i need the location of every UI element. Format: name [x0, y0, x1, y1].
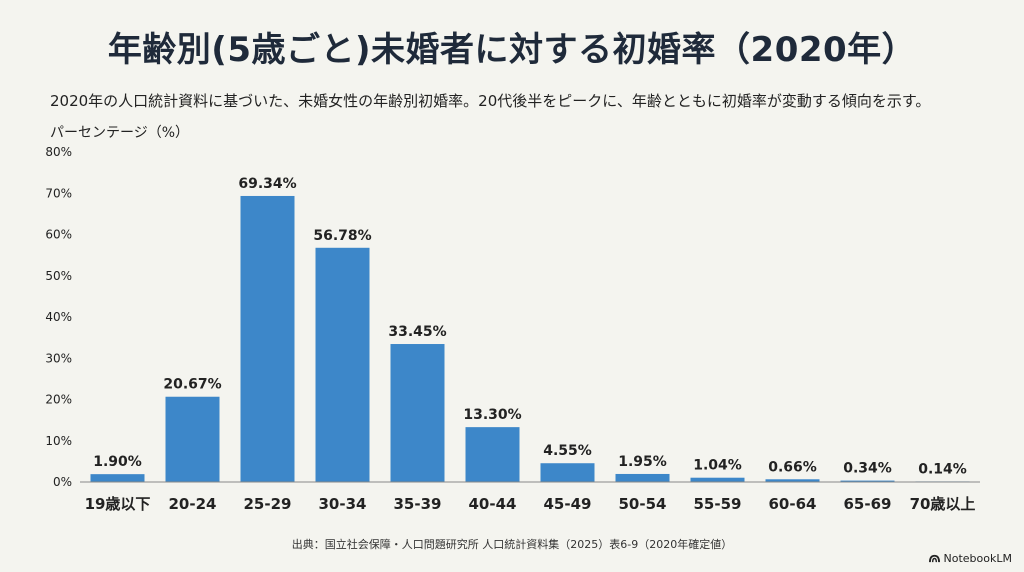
y-axis-label: パーセンテージ（%）: [50, 125, 189, 141]
brand-watermark: NotebookLM: [928, 552, 1012, 565]
data-label: 69.34%: [238, 176, 296, 192]
bar-6: [465, 427, 520, 482]
x-tick-label: 20-24: [169, 495, 217, 513]
y-tick-label: 80%: [45, 145, 72, 159]
y-tick-label: 20%: [45, 393, 72, 407]
data-label: 1.95%: [618, 454, 667, 470]
x-tick-label: 45-49: [544, 495, 592, 513]
data-label: 0.66%: [768, 459, 817, 475]
data-label: 13.30%: [463, 407, 521, 423]
bar-8: [615, 473, 670, 482]
bar-10: [765, 479, 820, 482]
y-tick-label: 0%: [53, 475, 72, 489]
chart-subtitle: 2020年の人口統計資料に基づいた、未婚女性の年齢別初婚率。20代後半をピークに…: [50, 92, 931, 110]
data-label: 20.67%: [163, 377, 221, 393]
notebooklm-logo-icon: [928, 554, 940, 563]
bar-5: [390, 344, 445, 482]
x-tick-label: 70歳以上: [910, 495, 976, 513]
data-label: 33.45%: [388, 324, 446, 340]
x-tick-label: 65-69: [844, 495, 892, 513]
x-tick-label: 40-44: [469, 495, 517, 513]
data-label: 0.14%: [918, 461, 967, 477]
bars-group: [90, 195, 970, 483]
data-label: 4.55%: [543, 443, 592, 459]
bar-11: [840, 480, 895, 482]
bar-chart: パーセンテージ（%） 0% 10% 20% 30% 40% 50% 60% 70% 80% 1.…: [45, 125, 980, 513]
bar-9: [690, 477, 745, 482]
bar-3: [240, 195, 295, 482]
chart-title: 年齢別(5歳ごと)未婚者に対する初婚率（2020年）: [107, 30, 917, 70]
y-tick-label: 50%: [45, 269, 72, 283]
brand-text: NotebookLM: [943, 552, 1012, 565]
x-tick-label: 25-29: [244, 495, 292, 513]
bar-2: [165, 396, 220, 482]
bar-1: [90, 474, 145, 482]
source-note: 出典：国立社会保障・人口問題研究所 人口統計資料集（2025）表6-9（2020…: [291, 538, 733, 551]
data-label: 1.90%: [93, 454, 142, 470]
x-axis-ticks: 19歳以下 20-24 25-29 30-34 35-39 40-44 45-49 50-54…: [85, 495, 976, 513]
y-axis-ticks: 0% 10% 20% 30% 40% 50% 60% 70% 80%: [45, 145, 72, 489]
x-tick-label: 30-34: [319, 495, 367, 513]
x-tick-label: 55-59: [694, 495, 742, 513]
data-label: 56.78%: [313, 228, 371, 244]
data-label: 0.34%: [843, 461, 892, 477]
data-label: 1.04%: [693, 458, 742, 474]
bar-7: [540, 463, 595, 482]
data-labels-group: 1.90% 20.67% 69.34% 56.78% 33.45% 13.30% 4.55%…: [93, 176, 967, 477]
y-tick-label: 70%: [45, 186, 72, 200]
x-tick-label: 60-64: [769, 495, 817, 513]
x-tick-label: 50-54: [619, 495, 667, 513]
x-tick-label: 35-39: [394, 495, 442, 513]
y-tick-label: 40%: [45, 310, 72, 324]
x-tick-label: 19歳以下: [85, 495, 151, 513]
bar-4: [315, 247, 370, 482]
y-tick-label: 10%: [45, 434, 72, 448]
y-tick-label: 30%: [45, 351, 72, 365]
y-tick-label: 60%: [45, 228, 72, 242]
